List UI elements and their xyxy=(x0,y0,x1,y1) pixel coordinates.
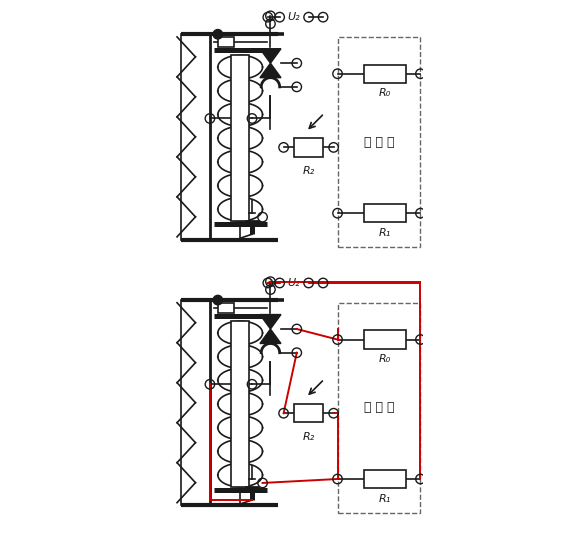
Bar xyxy=(338,37,420,248)
Text: U₁: U₁ xyxy=(231,448,244,458)
Text: 恒 温 笱: 恒 温 笱 xyxy=(364,402,394,415)
Text: R₂: R₂ xyxy=(303,166,315,176)
Text: R₂: R₂ xyxy=(303,432,315,442)
Text: R₀: R₀ xyxy=(379,89,391,98)
Polygon shape xyxy=(260,63,281,78)
Text: U₂: U₂ xyxy=(288,12,300,22)
Polygon shape xyxy=(260,315,281,329)
Polygon shape xyxy=(260,329,281,344)
Text: R₁: R₁ xyxy=(379,494,391,504)
Bar xyxy=(231,321,250,487)
Bar xyxy=(364,330,406,349)
Bar xyxy=(364,204,406,222)
Text: U₁: U₁ xyxy=(231,182,244,192)
Bar xyxy=(218,37,234,47)
Circle shape xyxy=(213,295,223,305)
Text: R₀: R₀ xyxy=(379,354,391,364)
Bar xyxy=(364,64,406,83)
Text: 恒 温 笱: 恒 温 笱 xyxy=(364,136,394,149)
Text: U₂: U₂ xyxy=(288,278,300,288)
Bar xyxy=(294,138,323,157)
Text: R₁: R₁ xyxy=(379,228,391,238)
Polygon shape xyxy=(260,49,281,63)
Bar xyxy=(364,470,406,488)
Bar xyxy=(338,303,420,513)
Bar xyxy=(231,55,250,221)
Bar xyxy=(218,303,234,313)
Circle shape xyxy=(213,30,223,39)
Bar xyxy=(294,404,323,423)
